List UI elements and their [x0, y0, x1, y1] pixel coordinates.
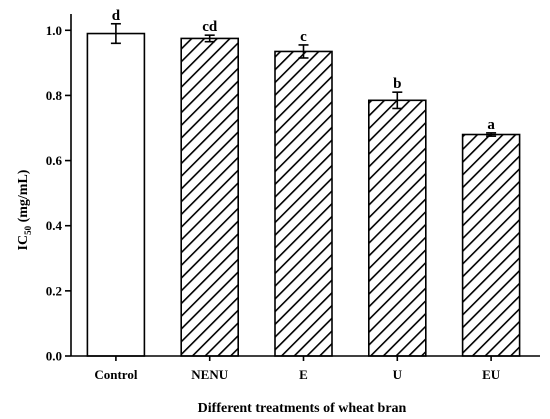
y-tick-label: 1.0	[46, 23, 62, 38]
x-tick-labels-layer: Control NENU E U EU	[94, 356, 501, 382]
bars-layer	[86, 32, 521, 357]
significance-label: cd	[202, 19, 218, 35]
significance-label: a	[487, 117, 495, 133]
significance-label: c	[300, 29, 307, 45]
x-tick-label: EU	[482, 367, 501, 382]
bar-control	[86, 32, 146, 357]
x-tick-label: Control	[94, 367, 137, 382]
y-tick-label: 0.0	[46, 349, 62, 364]
y-axis-title: IC50 (mg/mL)	[16, 169, 33, 250]
x-tick-label: U	[393, 367, 403, 382]
x-axis-title: Different treatments of wheat bran	[198, 401, 407, 416]
significance-label: d	[112, 8, 121, 24]
y-tick-label: 0.2	[46, 283, 62, 298]
bar-e	[274, 50, 333, 357]
bar-nenu	[180, 37, 239, 357]
y-tick-label: 0.8	[46, 88, 63, 103]
y-ticks-layer: 0.0 0.2 0.4 0.6 0.8 1.0	[46, 23, 71, 364]
y-tick-label: 0.4	[46, 218, 63, 233]
x-tick-label: E	[299, 367, 308, 382]
y-axis-title-unit: (mg/mL)	[16, 169, 31, 226]
y-axis-title-subscript: 50	[23, 225, 33, 235]
bar-u	[367, 99, 427, 357]
y-tick-label: 0.6	[46, 153, 63, 168]
significance-label: b	[393, 76, 401, 92]
x-tick-label: NENU	[191, 367, 228, 382]
significance-labels-layer: d cd c b a	[112, 8, 496, 133]
bar-eu	[461, 133, 521, 357]
error-bars-layer	[110, 22, 497, 137]
y-axis-title-main: IC	[16, 235, 31, 251]
